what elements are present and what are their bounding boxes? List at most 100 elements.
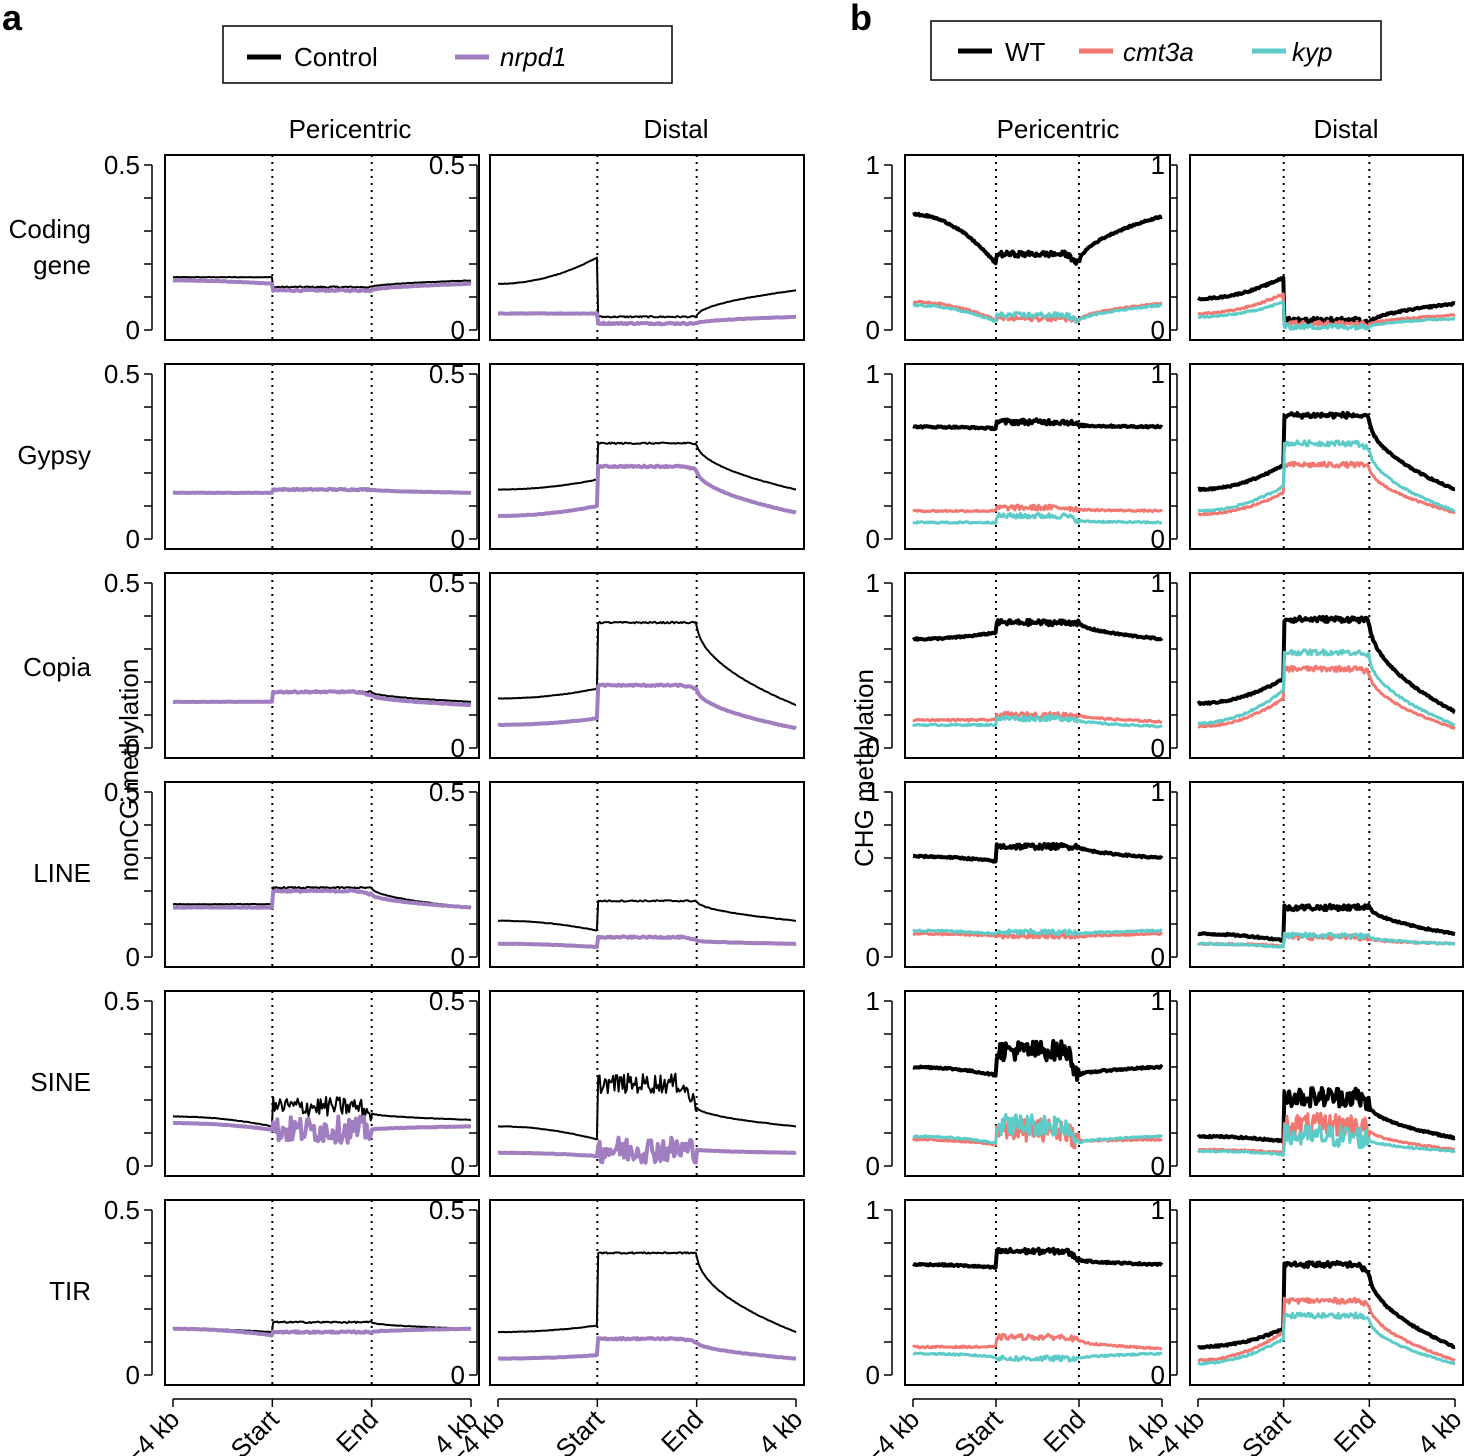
y-tick-label-top: 1: [866, 777, 880, 807]
subplot-b-line-distal: 10: [1151, 777, 1464, 972]
y-tick-label-zero: 0: [866, 1360, 880, 1390]
series-line-WT: [1197, 902, 1456, 943]
subplot-b-coding-gene-pericentric: 10: [866, 150, 1171, 345]
x-tick-label: Start: [1236, 1403, 1297, 1456]
y-tick-label-zero: 0: [126, 524, 140, 554]
plot-frame: [1189, 363, 1464, 550]
x-tick-labels: −4 kb Start End 4 kb−4 kb Start End 4 kb −4 kb S…: [119, 1398, 1467, 1456]
subplot-b-tir-pericentric: 10: [866, 1195, 1171, 1390]
plot-frame: [904, 990, 1171, 1177]
y-tick-label-top: 1: [1151, 777, 1165, 807]
x-tick-label: 4 kb: [1411, 1404, 1467, 1456]
legend-a-nrpd1-label: nrpd1: [500, 42, 567, 72]
y-tick-label-top: 0.5: [104, 568, 140, 598]
col-title-b-pericentric: Pericentric: [997, 114, 1120, 144]
y-tick-label-top: 1: [1151, 568, 1165, 598]
y-tick-label-zero: 0: [451, 1360, 465, 1390]
series-line-cmt3a: [1197, 460, 1456, 517]
row-label-gypsy: Gypsy: [17, 440, 91, 470]
y-tick-label-top: 0.5: [429, 777, 465, 807]
x-tick-label: −4 kb: [119, 1404, 186, 1456]
plot-frame: [489, 154, 805, 341]
series-line-nrpd1: [497, 934, 797, 949]
series-line-nrpd1: [172, 1326, 472, 1338]
series-line-Control: [497, 899, 796, 932]
plot-frame: [904, 154, 1171, 341]
y-tick-label-top: 1: [866, 359, 880, 389]
y-tick-label-top: 0.5: [104, 150, 140, 180]
series-line-kyp: [1197, 648, 1456, 727]
x-axis-a-pericentric: −4 kb Start End 4 kb: [119, 1398, 483, 1456]
series-line-nrpd1: [172, 1114, 472, 1145]
x-tick-label: End: [655, 1404, 709, 1456]
y-tick-label-zero: 0: [126, 733, 140, 763]
y-tick-label-zero: 0: [1151, 1151, 1165, 1181]
y-tick-label-zero: 0: [451, 733, 465, 763]
y-tick-label-top: 0.5: [429, 150, 465, 180]
subplot-b-sine-distal: 10: [1151, 986, 1464, 1181]
y-tick-label-zero: 0: [1151, 524, 1165, 554]
y-tick-label-zero: 0: [866, 524, 880, 554]
plot-frame: [489, 363, 805, 550]
series-line-Control: [172, 1096, 471, 1128]
plot-frame: [164, 154, 480, 341]
x-tick-label: Start: [948, 1403, 1009, 1456]
series-line-kyp: [912, 928, 1163, 937]
plot-frame: [904, 572, 1171, 759]
series-line-cmt3a: [1197, 292, 1456, 328]
series-line-WT: [912, 417, 1164, 432]
plot-frame: [904, 781, 1171, 968]
series-line-WT: [911, 618, 1164, 642]
plot-frame: [489, 572, 805, 759]
subplot-a-coding-gene-pericentric: 0.50: [104, 150, 480, 345]
y-tick-label-top: 1: [1151, 359, 1165, 389]
plot-frame: [1189, 990, 1464, 1177]
series-line-nrpd1: [172, 888, 472, 910]
y-tick-label-top: 0.5: [104, 986, 140, 1016]
y-tick-label-zero: 0: [451, 942, 465, 972]
row-label-coding: Coding gene: [9, 214, 91, 280]
legend-b-cmt3a-label: cmt3a: [1123, 37, 1194, 67]
subplot-a-copia-pericentric: 0.50: [104, 568, 480, 763]
y-tick-label-zero: 0: [866, 733, 880, 763]
series-line-cmt3a: [912, 1332, 1163, 1351]
y-tick-label-zero: 0: [451, 524, 465, 554]
subplots: 0.500.500.500.500.500.500.500.500.500.50…: [104, 150, 1464, 1390]
subplot-a-gypsy-distal: 0.50: [429, 359, 805, 554]
subplot-a-coding-gene-distal: 0.50: [429, 150, 805, 345]
y-tick-label-zero: 0: [126, 1151, 140, 1181]
y-tick-label-top: 0.5: [429, 986, 465, 1016]
x-tick-label: Start: [550, 1403, 611, 1456]
series-line-WT: [912, 1039, 1164, 1082]
series-line-Control: [172, 276, 472, 289]
series-line-kyp: [912, 303, 1163, 325]
series-line-WT: [912, 211, 1163, 266]
x-tick-label: End: [1037, 1404, 1091, 1456]
y-tick-label-top: 1: [866, 568, 880, 598]
series-line-WT: [912, 1246, 1164, 1270]
subplot-a-sine-distal: 0.50: [429, 986, 805, 1181]
plot-frame: [1189, 1199, 1464, 1386]
y-tick-label-zero: 0: [451, 1151, 465, 1181]
row-label-line: LINE: [33, 858, 91, 888]
ylabel-b: CHG methylation: [849, 669, 879, 867]
series-line-WT: [1197, 275, 1456, 328]
row-label-sine: SINE: [30, 1067, 91, 1097]
series-line-kyp: [1197, 931, 1456, 949]
row-label-coding-line1: Coding: [9, 214, 91, 244]
series-line-nrpd1: [497, 463, 797, 519]
series-line-WT: [1197, 410, 1456, 492]
y-tick-label-zero: 0: [866, 942, 880, 972]
y-tick-label-zero: 0: [1151, 315, 1165, 345]
series-line-Control: [497, 1072, 797, 1141]
series-line-cmt3a: [912, 503, 1164, 514]
panel-b-letter: b: [850, 0, 872, 38]
plot-frame: [904, 363, 1171, 550]
y-tick-label-zero: 0: [866, 315, 880, 345]
y-tick-label-zero: 0: [866, 1151, 880, 1181]
series-line-Control: [497, 256, 797, 319]
subplot-a-tir-distal: 0.50: [429, 1195, 805, 1390]
x-tick-label: End: [330, 1404, 384, 1456]
x-axis-b-distal: −4 kb Start End 4 kb: [1144, 1398, 1467, 1456]
y-tick-label-top: 1: [866, 150, 880, 180]
